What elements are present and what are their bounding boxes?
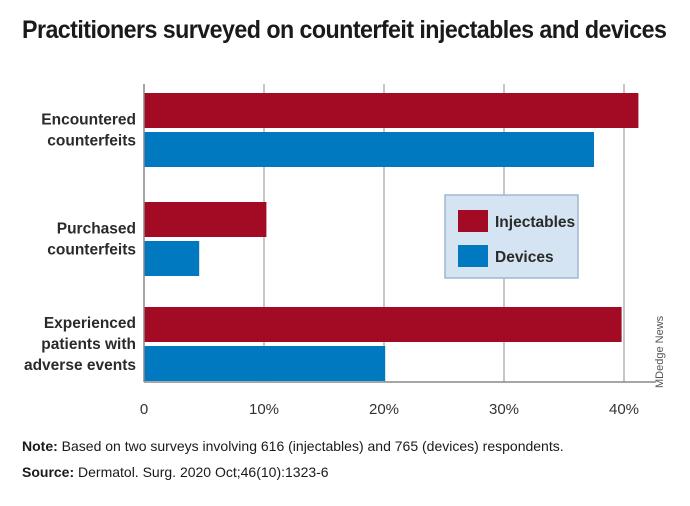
category-label-line: counterfeits	[47, 133, 136, 150]
category-labels: Encountered counterfeits Purchased counterf…	[24, 112, 136, 375]
category-label-line: adverse events	[24, 357, 136, 374]
bar-injectables-1	[144, 93, 639, 128]
legend-label-injectables: Injectables	[495, 214, 575, 231]
legend-swatch-devices	[458, 245, 488, 267]
category-label-line: Encountered	[41, 112, 136, 129]
source-text: Dermatol. Surg. 2020 Oct;46(10):1323-6	[74, 464, 329, 480]
x-tick-label: 30%	[489, 401, 519, 418]
x-tick-label: 20%	[369, 401, 399, 418]
bars	[144, 93, 639, 381]
x-tick-label: 0	[140, 401, 148, 418]
bar-chart: 0 10% 20% 30% 40% Encountered counterfeitsPur…	[24, 84, 656, 418]
category-label: Purchased counterfeits	[47, 221, 136, 259]
category-label-line: counterfeits	[47, 242, 136, 259]
bar-devices-2	[144, 241, 200, 276]
source-line: Source: Dermatol. Surg. 2020 Oct;46(10):…	[22, 464, 329, 480]
legend-label-devices: Devices	[495, 249, 554, 266]
bar-devices-1	[144, 132, 594, 167]
legend-swatch-injectables	[458, 210, 488, 232]
chart-title: Practitioners surveyed on counterfeit in…	[22, 16, 667, 44]
legend: Injectables Devices	[444, 194, 579, 279]
category-label-line: patients with	[41, 336, 136, 353]
x-tick-label: 40%	[609, 401, 639, 418]
x-tick-label: 10%	[249, 401, 279, 418]
bar-injectables-3	[144, 307, 622, 342]
source-label: Source:	[22, 464, 75, 480]
bar-injectables-2	[144, 202, 267, 237]
category-label: Experienced patients with adverse events	[24, 315, 136, 374]
bar-devices-3	[144, 346, 386, 381]
axis: 0 10% 20% 30% 40%	[140, 84, 656, 418]
credit-label: MDedge News	[654, 315, 666, 388]
footnote: Note: Based on two surveys involving 616…	[22, 438, 564, 454]
category-label: Encountered counterfeits	[41, 112, 136, 150]
footnote-text: Based on two surveys involving 616 (inje…	[57, 438, 564, 454]
category-label-line: Purchased	[57, 221, 136, 238]
category-label-line: Experienced	[44, 315, 136, 332]
footnote-label: Note:	[22, 438, 58, 454]
